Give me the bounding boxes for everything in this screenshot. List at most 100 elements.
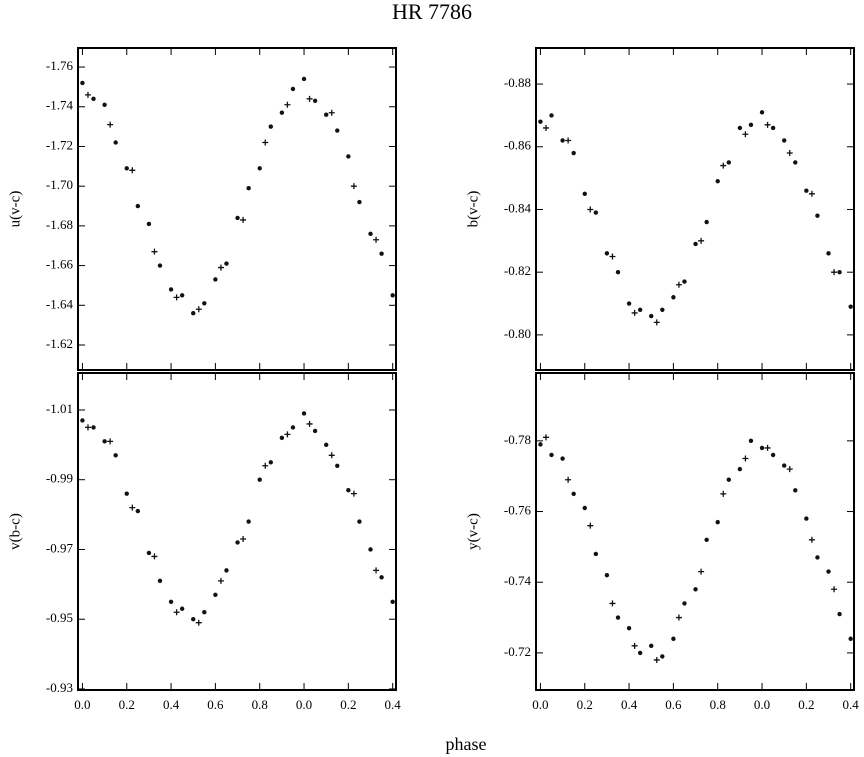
- cross-point: [698, 237, 705, 244]
- cross-point: [173, 294, 180, 301]
- cross-point: [542, 124, 549, 131]
- cross-point: [328, 452, 335, 459]
- dot-point: [357, 519, 362, 524]
- dot-point: [135, 508, 141, 514]
- dot-point: [80, 80, 85, 86]
- dot-point: [649, 643, 654, 649]
- y-tick-label: -0.72: [504, 644, 531, 659]
- dot-point: [335, 463, 340, 468]
- cross-point: [675, 281, 682, 288]
- dot-point: [102, 439, 107, 444]
- y-tick-label: -1.70: [46, 177, 73, 192]
- dot-point: [213, 592, 218, 597]
- dot-point: [368, 231, 373, 237]
- plot-frame: [77, 47, 397, 371]
- cross-point: [565, 137, 572, 144]
- dot-point: [191, 617, 196, 622]
- dot-point: [693, 587, 698, 592]
- dot-point: [593, 210, 599, 215]
- cross-point: [542, 434, 549, 441]
- cross-point: [107, 438, 114, 445]
- dot-point: [91, 425, 96, 430]
- dot-point: [279, 110, 285, 115]
- dot-point: [593, 551, 599, 557]
- dot-point: [157, 578, 163, 584]
- cross-point: [786, 466, 793, 473]
- y-tick-label: -1.01: [46, 401, 73, 416]
- dot-point: [815, 555, 820, 560]
- dot-point: [213, 277, 218, 282]
- dot-point: [837, 611, 842, 617]
- dot-point: [560, 138, 565, 143]
- dot-point: [715, 519, 720, 525]
- dot-point: [168, 599, 174, 604]
- dot-point: [290, 86, 296, 92]
- dot-point: [737, 466, 743, 472]
- y-tick-label: -0.99: [46, 471, 73, 486]
- y-tick-label: -0.82: [504, 263, 531, 278]
- cross-point: [653, 319, 660, 326]
- x-tick-label: 0.0: [532, 697, 548, 712]
- cross-point: [129, 504, 136, 511]
- cross-point: [350, 490, 357, 497]
- dot-point: [290, 425, 296, 430]
- dot-point: [268, 124, 273, 129]
- cross-point: [217, 264, 224, 271]
- cross-point: [565, 476, 572, 483]
- cross-point: [151, 248, 158, 255]
- y-axis-label: v(b-c): [7, 513, 23, 550]
- dot-point: [704, 219, 709, 225]
- cross-point: [262, 462, 269, 469]
- dot-point: [124, 491, 129, 496]
- dot-point: [582, 191, 587, 196]
- cross-point: [373, 236, 380, 243]
- dot-point: [257, 477, 262, 482]
- dot-point: [726, 160, 731, 165]
- x-tick-label: 0.2: [340, 697, 356, 712]
- y-tick-label: -1.66: [46, 257, 74, 272]
- dot-point: [379, 575, 384, 580]
- y-tick-label: -0.76: [504, 503, 532, 518]
- cross-point: [609, 600, 616, 607]
- dot-point: [671, 636, 676, 641]
- dot-point: [80, 418, 85, 423]
- cross-point: [284, 101, 291, 108]
- cross-point: [240, 216, 247, 223]
- dot-point: [704, 537, 709, 543]
- dot-point: [637, 650, 643, 656]
- cross-point: [764, 444, 771, 451]
- dot-point: [770, 125, 776, 131]
- dot-point: [671, 295, 676, 300]
- dot-point: [848, 304, 853, 309]
- dot-point: [379, 251, 384, 256]
- cross-point: [306, 95, 313, 102]
- dot-point: [157, 263, 163, 268]
- dot-point: [257, 166, 262, 171]
- cross-point: [587, 522, 594, 529]
- dot-point: [179, 293, 185, 298]
- dot-point: [301, 76, 307, 82]
- dot-point: [538, 442, 543, 447]
- dot-point: [626, 625, 632, 631]
- x-tick-label: 0.4: [843, 697, 860, 712]
- cross-point: [262, 139, 269, 146]
- dot-point: [737, 125, 743, 131]
- cross-point: [284, 431, 291, 438]
- dot-point: [368, 547, 373, 552]
- cross-point: [609, 253, 616, 260]
- cross-point: [653, 656, 660, 663]
- cross-point: [107, 121, 114, 128]
- dot-point: [582, 505, 587, 511]
- cross-point: [808, 190, 815, 197]
- cross-point: [195, 619, 202, 626]
- cross-point: [831, 269, 838, 276]
- dot-point: [91, 96, 96, 102]
- cross-point: [764, 121, 771, 128]
- dot-point: [549, 452, 554, 458]
- dot-point: [660, 307, 665, 313]
- y-tick-label: -0.80: [504, 326, 531, 341]
- cross-point: [742, 455, 749, 462]
- dot-point: [224, 261, 229, 266]
- dot-point: [759, 445, 765, 451]
- cross-point: [675, 614, 682, 621]
